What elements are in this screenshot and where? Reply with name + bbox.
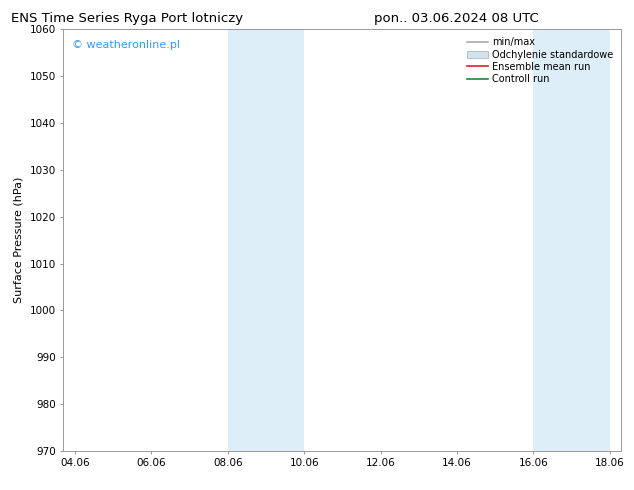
Bar	[228, 29, 304, 451]
Bar	[533, 29, 610, 451]
Text: pon.. 03.06.2024 08 UTC: pon.. 03.06.2024 08 UTC	[374, 12, 539, 25]
Y-axis label: Surface Pressure (hPa): Surface Pressure (hPa)	[14, 177, 24, 303]
Text: ENS Time Series Ryga Port lotniczy: ENS Time Series Ryga Port lotniczy	[11, 12, 243, 25]
Legend: min/max, Odchylenie standardowe, Ensemble mean run, Controll run: min/max, Odchylenie standardowe, Ensembl…	[464, 34, 616, 87]
Text: © weatheronline.pl: © weatheronline.pl	[72, 40, 180, 50]
